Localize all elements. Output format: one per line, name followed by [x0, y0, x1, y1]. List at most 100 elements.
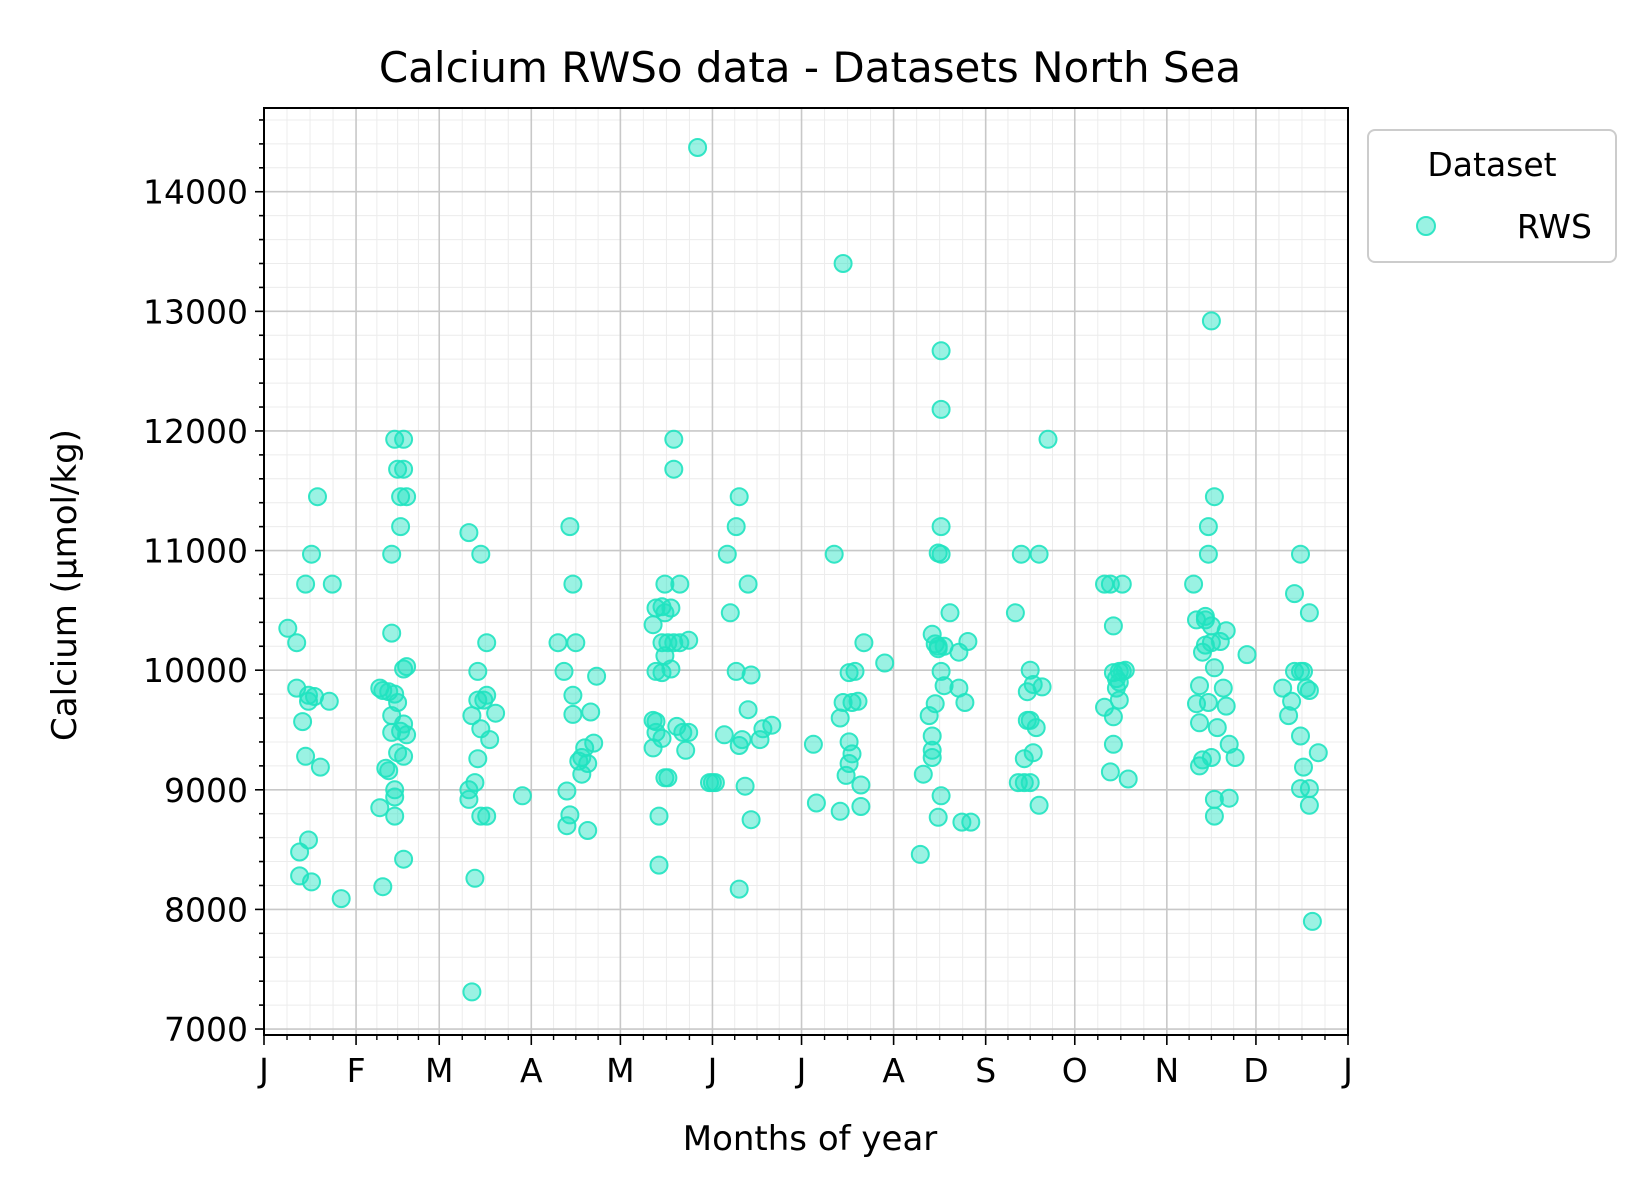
- data-point: [726, 661, 746, 681]
- data-point: [664, 459, 684, 479]
- data-point: [762, 715, 782, 735]
- data-point: [385, 787, 405, 807]
- data-point: [1190, 713, 1209, 733]
- data-point: [845, 661, 865, 681]
- data-point: [1299, 603, 1319, 623]
- data-point: [1115, 660, 1135, 680]
- data-point: [388, 459, 408, 479]
- x-tick-label: J: [1341, 1051, 1353, 1090]
- data-point: [848, 691, 868, 711]
- data-point: [1112, 574, 1132, 594]
- data-point: [331, 889, 351, 909]
- data-point: [664, 429, 684, 449]
- data-point: [296, 574, 316, 594]
- data-point: [931, 517, 951, 537]
- y-tick-label: 8000: [164, 890, 248, 929]
- data-point: [394, 659, 414, 679]
- data-point: [477, 806, 497, 826]
- data-point: [1198, 693, 1218, 712]
- x-tick-label: D: [1243, 1051, 1268, 1090]
- data-point: [955, 693, 975, 712]
- y-tick-label: 12000: [143, 412, 248, 451]
- data-point: [373, 877, 393, 897]
- data-point: [1103, 707, 1123, 727]
- data-point: [471, 544, 491, 564]
- data-point: [376, 758, 396, 778]
- data-point: [1279, 706, 1299, 726]
- data-point: [658, 768, 678, 788]
- data-point: [379, 761, 399, 781]
- data-point: [1299, 681, 1319, 700]
- x-tick-label: A: [520, 1051, 543, 1090]
- data-point: [302, 872, 321, 892]
- data-point: [578, 821, 598, 840]
- x-tick-label: J: [706, 1051, 718, 1090]
- data-point: [557, 816, 577, 836]
- data-point: [394, 429, 414, 449]
- data-point: [931, 544, 951, 564]
- x-tick-label: A: [882, 1051, 905, 1090]
- data-point: [391, 487, 411, 507]
- data-point: [842, 744, 862, 764]
- data-point: [397, 725, 417, 745]
- chart-title: Calcium RWSo data - Datasets North Sea: [379, 43, 1241, 92]
- data-point: [310, 757, 330, 777]
- data-point: [1011, 544, 1031, 564]
- data-point: [382, 544, 402, 564]
- data-point: [1291, 544, 1310, 564]
- data-point: [1294, 661, 1313, 681]
- data-point: [673, 722, 693, 742]
- data-point: [391, 517, 411, 537]
- data-point: [468, 749, 488, 769]
- data-point: [1308, 743, 1328, 763]
- data-point: [1213, 678, 1233, 698]
- data-point: [319, 691, 339, 711]
- data-point: [1005, 603, 1025, 623]
- data-point: [299, 830, 318, 850]
- data-point: [486, 703, 506, 723]
- data-point: [1020, 660, 1040, 680]
- data-point: [512, 786, 532, 806]
- data-point: [480, 730, 500, 750]
- y-tick-label: 7000: [164, 1010, 248, 1049]
- data-point: [961, 812, 981, 832]
- data-point: [1103, 734, 1123, 754]
- data-point: [560, 517, 580, 537]
- data-point: [803, 734, 823, 754]
- data-point: [735, 776, 755, 796]
- data-point: [1282, 691, 1302, 711]
- data-point: [670, 574, 690, 594]
- data-point: [1216, 696, 1236, 716]
- data-point: [705, 773, 725, 793]
- legend-title: Dataset: [1427, 145, 1556, 184]
- data-point: [296, 746, 316, 766]
- data-point: [278, 618, 298, 638]
- data-point: [554, 661, 574, 681]
- data-point: [1201, 748, 1221, 767]
- x-tick-label: S: [975, 1051, 996, 1090]
- data-point: [717, 544, 737, 564]
- data-point: [563, 685, 583, 705]
- x-tick-label: M: [425, 1051, 453, 1090]
- data-point: [578, 754, 598, 773]
- data-point: [560, 805, 580, 825]
- minor-grid: [264, 108, 1348, 1035]
- data-point: [913, 764, 933, 784]
- data-point: [308, 487, 327, 507]
- data-point: [738, 700, 758, 720]
- y-tick-label: 9000: [164, 771, 248, 810]
- data-point: [940, 603, 960, 623]
- data-point: [1118, 769, 1138, 789]
- data-point: [830, 801, 850, 821]
- data-point: [1285, 584, 1304, 604]
- data-point: [738, 574, 758, 594]
- data-point: [459, 789, 479, 809]
- data-point: [1207, 718, 1227, 738]
- data-point: [548, 633, 568, 653]
- data-point: [830, 708, 850, 728]
- data-point: [649, 806, 669, 826]
- data-point: [465, 773, 485, 793]
- y-tick-label: 13000: [143, 292, 248, 331]
- data-point: [584, 733, 604, 753]
- data-point: [370, 798, 390, 818]
